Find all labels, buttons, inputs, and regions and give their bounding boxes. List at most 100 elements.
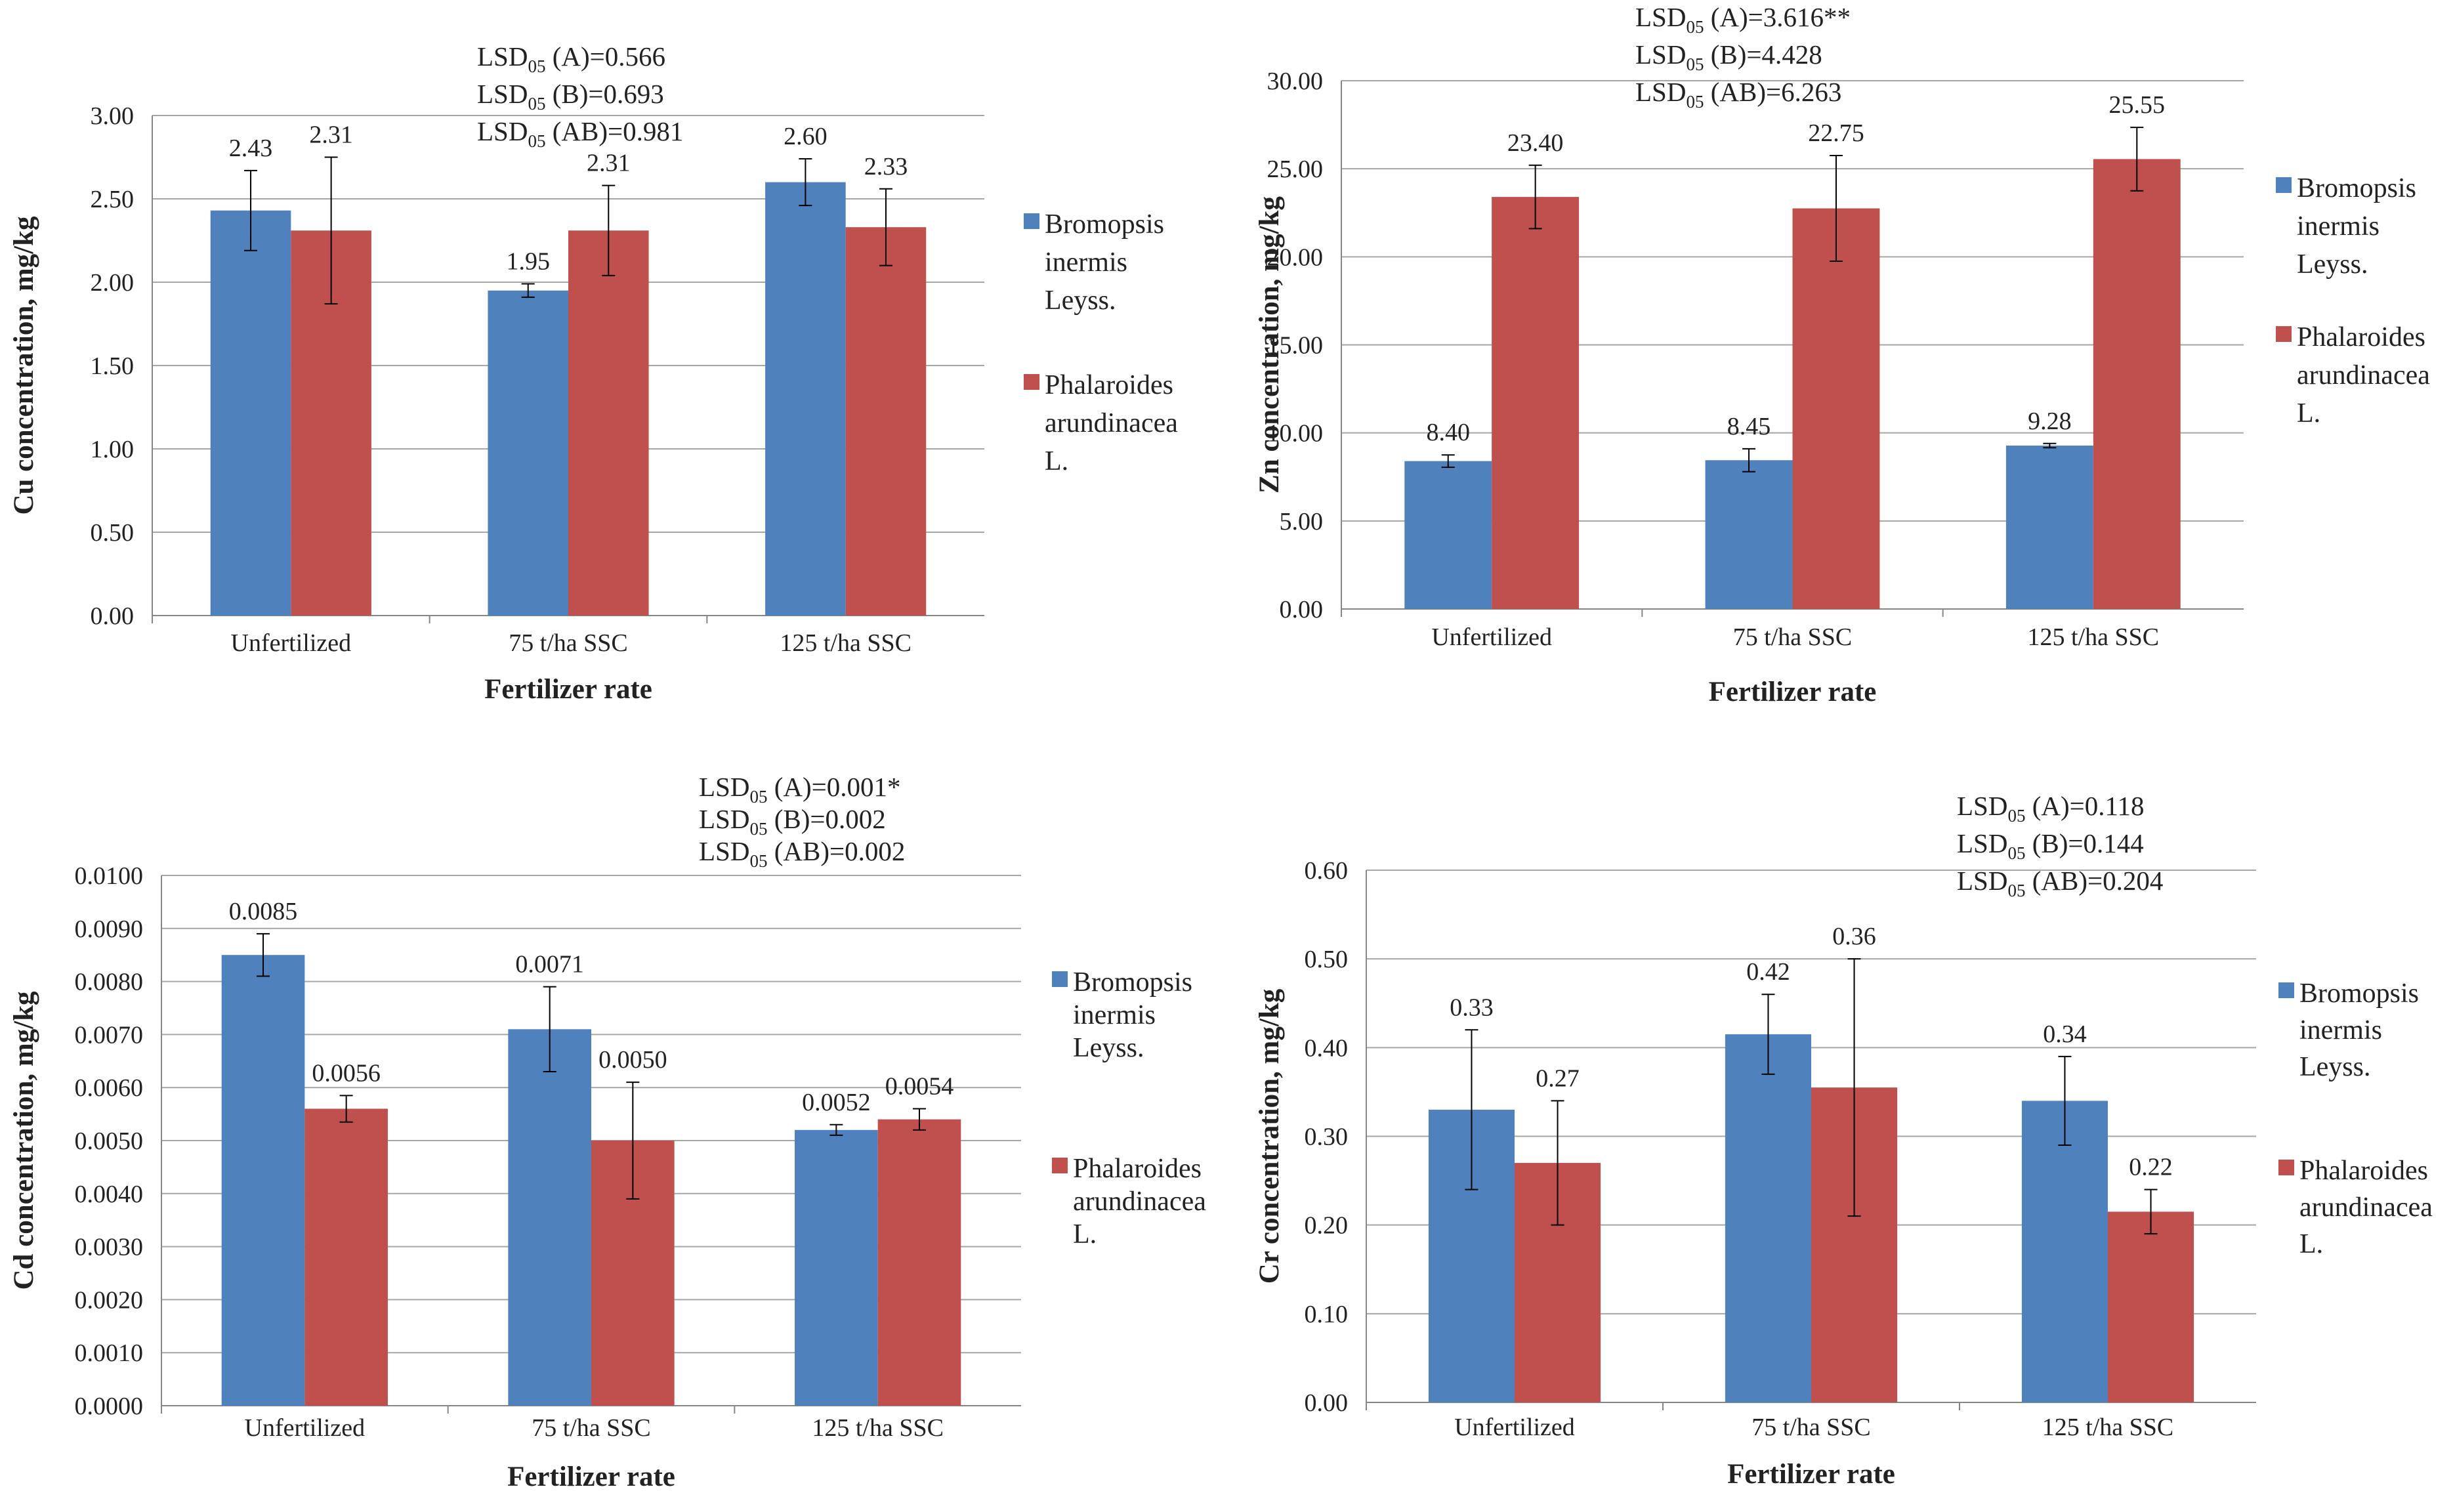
lsd-subscript: 05 [528, 56, 545, 76]
legend-label: Bromopsis [2299, 978, 2419, 1009]
y-tick-label: 0.0090 [75, 915, 144, 943]
lsd-value: (B)=0.002 [767, 804, 885, 834]
legend-swatch-bromopsis [2278, 982, 2294, 998]
data-label: 22.75 [1808, 119, 1864, 147]
data-label: 9.28 [2028, 408, 2072, 435]
data-label: 0.33 [1450, 994, 1494, 1021]
data-label: 0.0052 [802, 1089, 871, 1116]
x-category-label: Unfertilized [231, 629, 352, 657]
lsd-annotation: LSD05 (A)=0.118 [1957, 791, 2145, 826]
bar-bromopsis [765, 182, 846, 616]
y-tick-label: 30.00 [1267, 68, 1324, 95]
data-label: 0.34 [2043, 1020, 2087, 1048]
data-label: 0.0050 [598, 1046, 667, 1074]
y-tick-label: 10.00 [1267, 420, 1324, 448]
legend-label: Leyss. [1045, 285, 1116, 316]
lsd-subscript: 05 [749, 787, 767, 807]
y-tick-label: 0.0040 [75, 1181, 144, 1208]
data-label: 0.36 [1832, 923, 1876, 950]
lsd-value: (AB)=0.981 [545, 116, 683, 146]
x-category-label: 75 t/ha SSC [1751, 1414, 1871, 1441]
legend-label: Bromopsis [1073, 967, 1192, 998]
chart-panel-top-right: 0.00 5.00 10.00 15.00 20.00 25.00 30.00 Unferti… [1254, 2, 2430, 707]
y-axis-title: Cr concentration, mg/kg [1254, 988, 1285, 1284]
x-category-label: 125 t/ha SSC [2028, 623, 2160, 651]
y-tick-label: 0.40 [1305, 1034, 1349, 1062]
legend-label: arundinacea [2299, 1192, 2433, 1223]
lsd-prefix: LSD [1635, 77, 1686, 107]
lsd-prefix: LSD [477, 116, 528, 146]
legend-label: inermis [1073, 1000, 1156, 1030]
bar-phalaroides [568, 230, 649, 616]
y-tick-label: 1.50 [91, 352, 135, 380]
x-category-label: 75 t/ha SSC [509, 629, 628, 657]
data-label: 2.43 [229, 135, 273, 162]
x-category-label: 75 t/ha SSC [1733, 623, 1853, 651]
y-tick-label: 0.0100 [75, 862, 144, 890]
data-label: 0.42 [1746, 958, 1790, 986]
y-tick-label: 0.0080 [75, 969, 144, 996]
legend-label: Leyss. [1073, 1033, 1144, 1063]
y-tick-label: 0.0050 [75, 1127, 144, 1155]
lsd-value: (A)=0.118 [2025, 791, 2144, 821]
data-label: 0.0085 [229, 898, 298, 925]
lsd-value: (AB)=0.002 [767, 836, 905, 866]
lsd-subscript: 05 [1686, 17, 1704, 37]
bar-bromopsis [2021, 1101, 2108, 1402]
legend-swatch-bromopsis [1024, 213, 1039, 229]
lsd-subscript: 05 [2007, 843, 2025, 863]
legend-swatch-phalaroides [1024, 374, 1039, 390]
lsd-annotation: LSD05 (AB)=6.263 [1635, 77, 1841, 112]
y-tick-label: 2.00 [91, 269, 135, 297]
legend-label: inermis [2299, 1015, 2382, 1045]
x-axis-title: Fertilizer rate [1727, 1459, 1895, 1490]
legend-label: Phalaroides [1073, 1154, 1202, 1184]
legend-swatch-phalaroides [2276, 326, 2292, 342]
legend-swatch-phalaroides [2278, 1160, 2294, 1175]
legend-label: arundinacea [2297, 360, 2430, 390]
lsd-prefix: LSD [1957, 828, 2007, 858]
chart-panel-top-left: 0.00 0.50 1.00 1.50 2.00 2.50 3.00 Unfertilized… [9, 41, 1178, 705]
lsd-annotation: LSD05 (A)=0.001* [699, 772, 901, 807]
lsd-value: (A)=0.566 [545, 41, 665, 72]
chart-panel-bottom-left: 0.0000 0.0010 0.0020 0.0030 0.0040 0.0050 0.00… [9, 772, 1206, 1492]
lsd-prefix: LSD [1957, 791, 2007, 821]
lsd-prefix: LSD [1635, 39, 1686, 70]
lsd-annotation: LSD05 (B)=0.144 [1957, 828, 2144, 863]
lsd-prefix: LSD [699, 772, 749, 802]
bar-phalaroides [1792, 208, 1880, 610]
lsd-value: (AB)=6.263 [1704, 77, 1841, 107]
legend-label: Phalaroides [2297, 322, 2425, 352]
data-label: 0.0071 [515, 951, 584, 978]
y-tick-label: 0.0000 [75, 1393, 144, 1420]
x-category-label: Unfertilized [1431, 623, 1552, 651]
y-tick-label: 0.0010 [75, 1339, 144, 1367]
lsd-value: (B)=0.144 [2025, 828, 2143, 858]
bar-bromopsis [221, 955, 305, 1406]
lsd-annotation: LSD05 (AB)=0.002 [699, 836, 905, 871]
data-label: 23.40 [1507, 129, 1564, 157]
x-axis-title: Fertilizer rate [1709, 677, 1877, 707]
data-label: 0.0056 [312, 1059, 381, 1087]
y-tick-label: 0.30 [1305, 1124, 1349, 1151]
lsd-subscript: 05 [749, 851, 767, 871]
x-category-label: Unfertilized [1454, 1414, 1575, 1441]
y-tick-label: 2.50 [91, 186, 135, 213]
y-tick-label: 5.00 [1280, 508, 1324, 536]
legend-swatch-bromopsis [2276, 177, 2292, 193]
y-tick-label: 0.20 [1305, 1212, 1349, 1240]
legend-label: inermis [2297, 211, 2380, 242]
chart-panel-bottom-right: 0.00 0.10 0.20 0.30 0.40 0.50 0.60 Unfertilized… [1254, 791, 2433, 1490]
legend-label: Phalaroides [2299, 1156, 2428, 1186]
legend-label: L. [1073, 1219, 1097, 1250]
y-tick-label: 0.10 [1305, 1301, 1349, 1328]
y-tick-label: 0.50 [1305, 946, 1349, 973]
lsd-subscript: 05 [749, 819, 767, 839]
y-tick-label: 0.0070 [75, 1021, 144, 1049]
lsd-value: (B)=4.428 [1704, 39, 1822, 70]
y-axis-title: Cu concentration, mg/kg [9, 216, 39, 515]
x-category-label: 75 t/ha SSC [532, 1414, 651, 1442]
lsd-subscript: 05 [1686, 92, 1704, 112]
y-tick-label: 0.50 [91, 519, 135, 547]
bar-bromopsis [2005, 445, 2093, 609]
